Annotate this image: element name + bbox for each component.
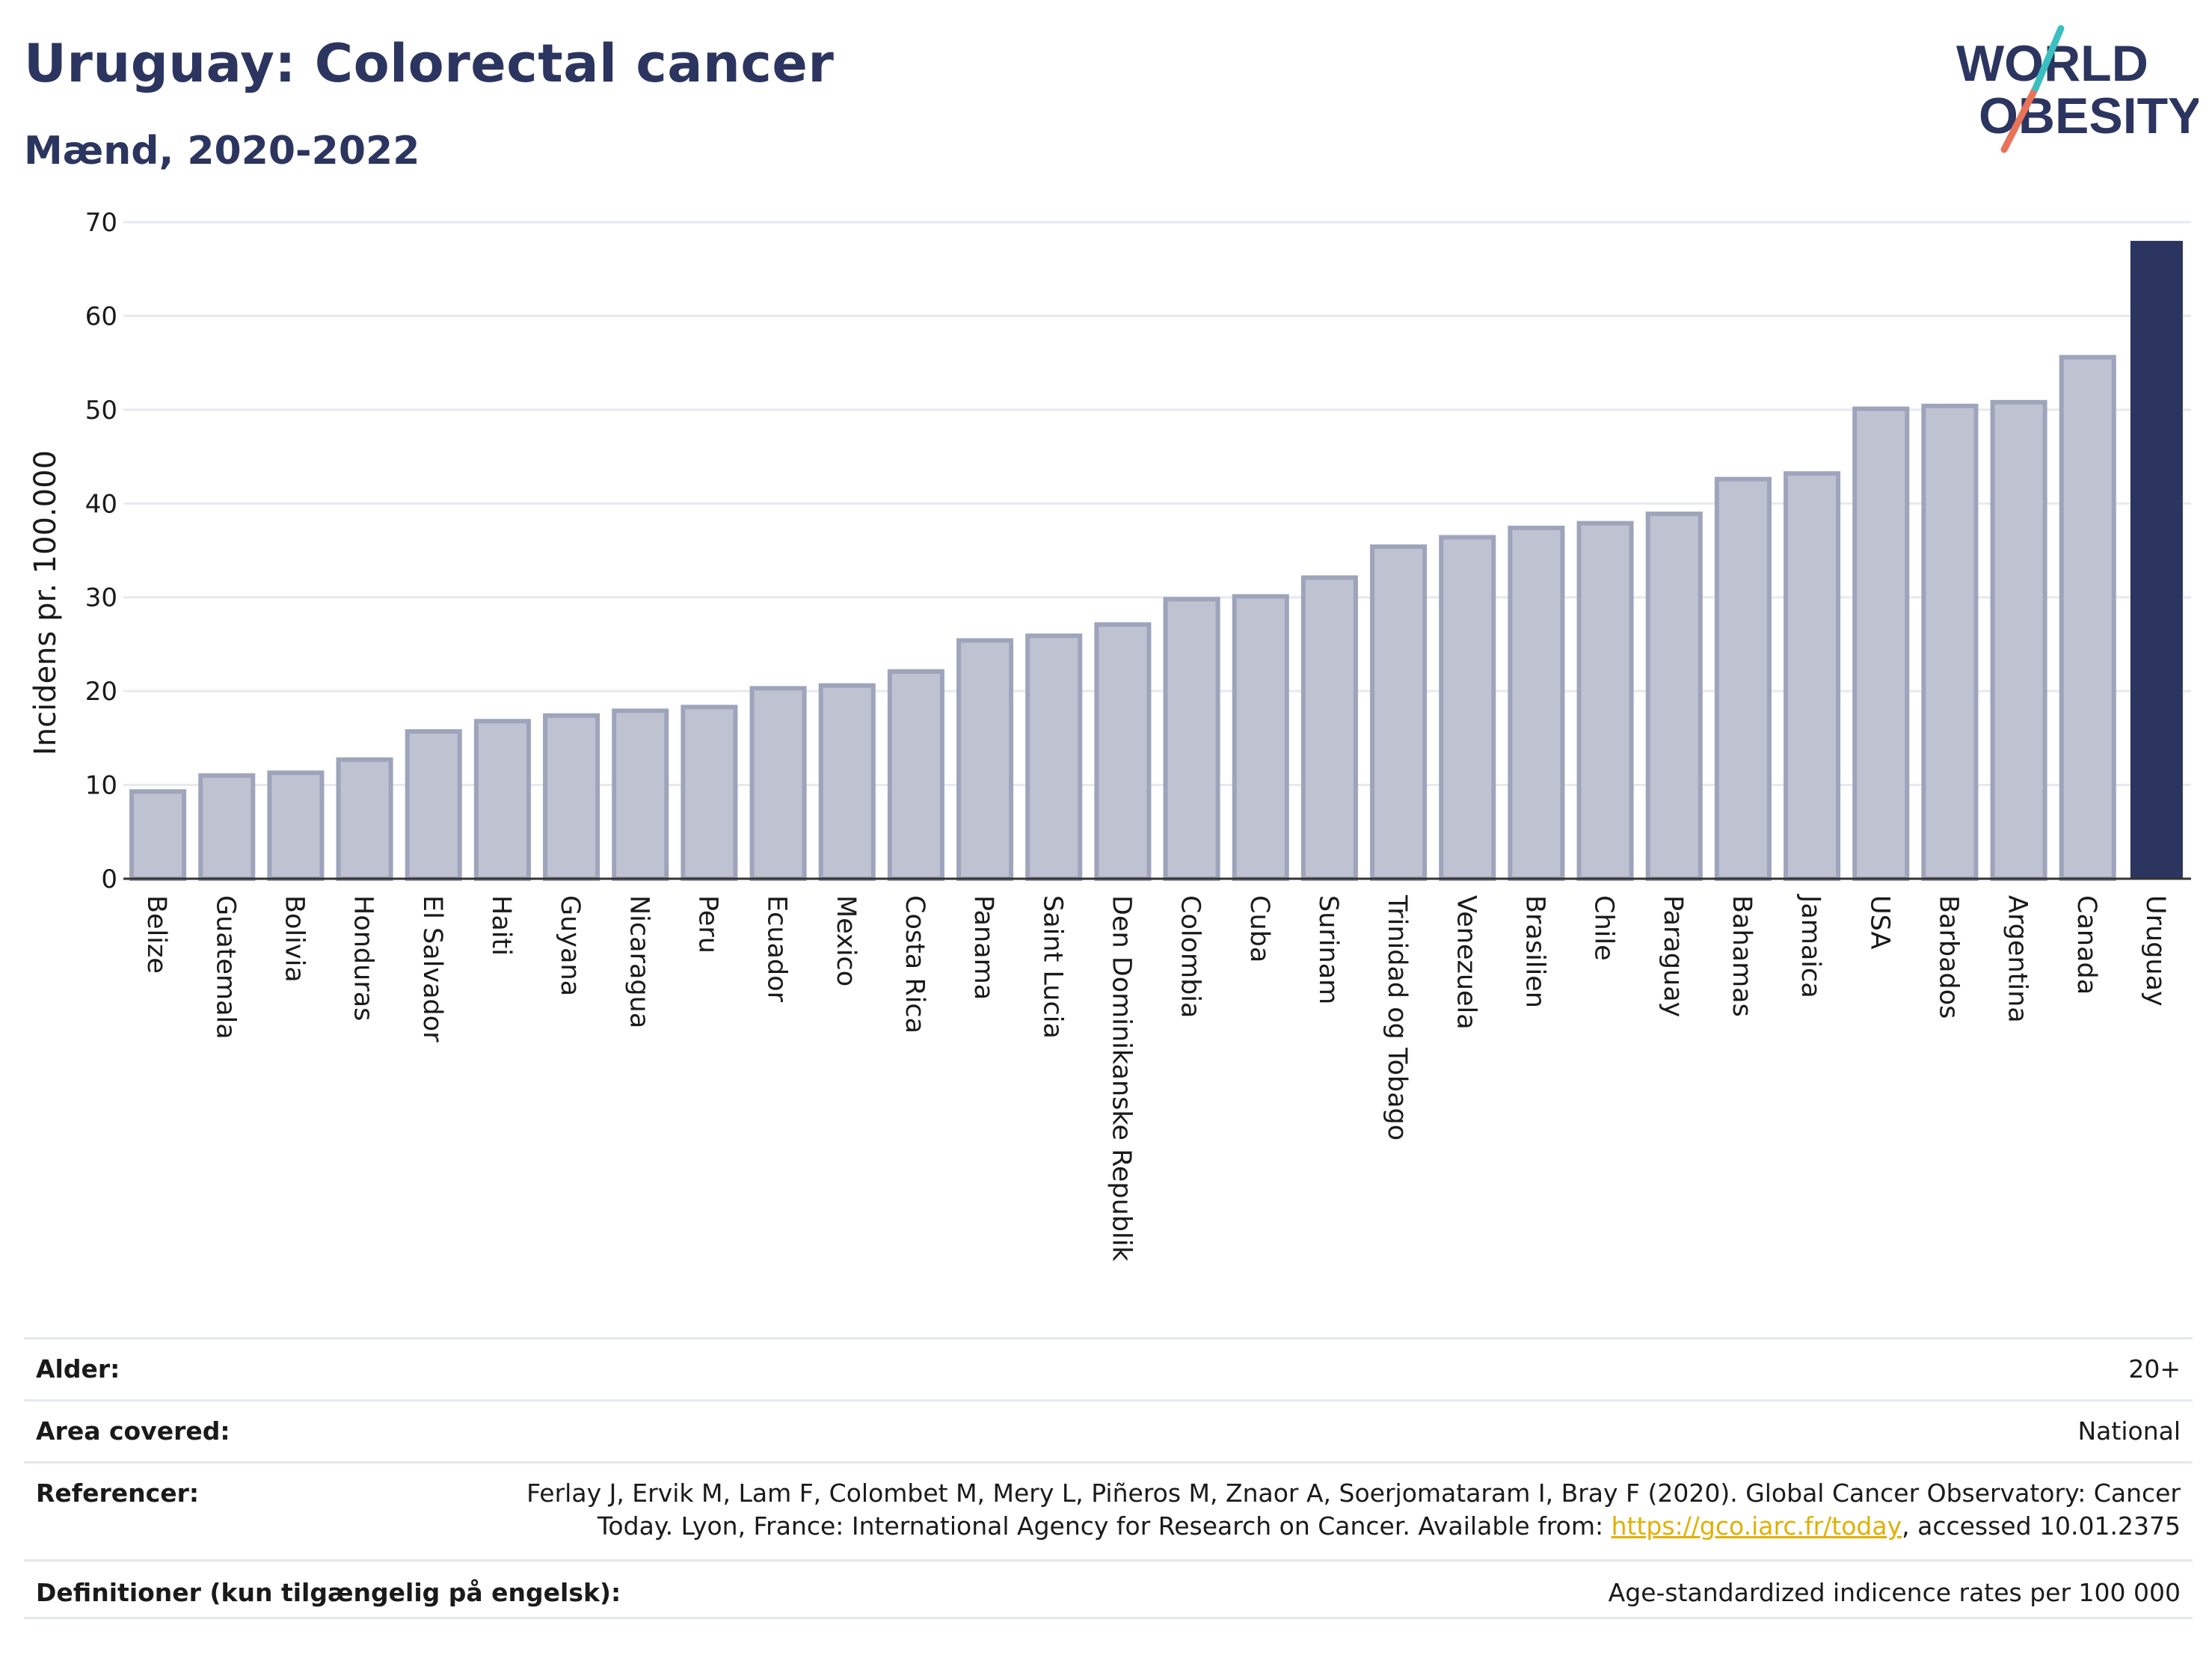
x-tick-label: Venezuela bbox=[1451, 895, 1481, 1030]
info-label-age: Alder: bbox=[36, 1354, 120, 1384]
bar bbox=[473, 719, 531, 882]
x-tick-label: Panama bbox=[968, 895, 998, 1000]
x-tick-label: USA bbox=[1864, 895, 1894, 949]
info-row-references: Referencer: Ferlay J, Ervik M, Lam F, Co… bbox=[24, 1461, 2193, 1559]
bar bbox=[1094, 622, 1152, 881]
bar bbox=[749, 686, 807, 881]
y-tick-label: 50 bbox=[85, 396, 117, 426]
bar bbox=[612, 708, 669, 881]
bar bbox=[681, 704, 738, 881]
info-table: Alder: 20+ Area covered: National Refere… bbox=[24, 1337, 2193, 1620]
info-value-references: Ferlay J, Ervik M, Lam F, Colombet M, Me… bbox=[526, 1477, 2181, 1543]
world-obesity-logo: WORLD OBESITY bbox=[1956, 25, 2199, 153]
x-tick-label: Bolivia bbox=[279, 895, 309, 983]
info-value-area: National bbox=[2077, 1416, 2181, 1446]
bar bbox=[1645, 512, 1703, 882]
y-tick-label: 20 bbox=[85, 677, 117, 707]
x-tick-label: Mexico bbox=[831, 895, 861, 986]
bar bbox=[129, 789, 187, 882]
bar bbox=[543, 713, 600, 881]
x-tick-label: Surinam bbox=[1313, 895, 1343, 1004]
x-tick-label: Chile bbox=[1589, 895, 1619, 961]
x-tick-label: Ecuador bbox=[762, 895, 792, 1003]
bar bbox=[956, 638, 1014, 881]
bar bbox=[336, 757, 393, 881]
bar bbox=[1025, 633, 1083, 881]
bar-chart: 0 10 20 30 40 50 60 70 Incidens pr. 100.000 Beliz… bbox=[28, 208, 2191, 1262]
reference-line-2-text: Today. Lyon, France: International Agenc… bbox=[597, 1511, 1612, 1541]
info-value-definitions: Age-standardized indicence rates per 100… bbox=[1608, 1578, 2181, 1607]
y-axis-label: Incidens pr. 100.000 bbox=[28, 450, 63, 755]
bar bbox=[267, 770, 325, 882]
logo-slash-teal bbox=[2032, 25, 2065, 92]
y-tick-label: 10 bbox=[85, 771, 117, 801]
x-tick-label: Brasilien bbox=[1520, 895, 1549, 1008]
y-tick-label: 0 bbox=[101, 865, 117, 894]
x-tick-label: Trinidad og Tobago bbox=[1382, 894, 1412, 1140]
x-tick-label: Guyana bbox=[555, 895, 585, 996]
info-row-area: Area covered: National bbox=[24, 1399, 2193, 1461]
bar bbox=[2059, 354, 2116, 882]
bar bbox=[1714, 476, 1772, 881]
bar bbox=[1163, 597, 1220, 881]
logo-slash-coral bbox=[2000, 85, 2039, 153]
bar bbox=[1370, 544, 1428, 881]
x-tick-label: Cuba bbox=[1244, 895, 1274, 962]
x-tick-label: Jamaica bbox=[1795, 894, 1825, 998]
reference-line-2-suffix: , accessed 10.01.2375 bbox=[1902, 1511, 2181, 1541]
bar bbox=[1232, 594, 1289, 882]
x-tick-label: Saint Lucia bbox=[1037, 895, 1067, 1039]
bar bbox=[1990, 399, 2047, 881]
x-tick-label: Uruguay bbox=[2140, 895, 2170, 1007]
x-tick-label: Guatemala bbox=[210, 895, 240, 1040]
bar bbox=[1852, 406, 1910, 881]
x-tick-label: Nicaragua bbox=[624, 895, 654, 1028]
info-row-definitions: Definitioner (kun tilgængelig på engelsk… bbox=[24, 1559, 2193, 1620]
x-tick-label: Bahamas bbox=[1727, 895, 1757, 1017]
info-label-definitions: Definitioner (kun tilgængelig på engelsk… bbox=[36, 1578, 621, 1607]
y-tick-label: 40 bbox=[85, 489, 117, 519]
x-tick-label: Honduras bbox=[348, 895, 378, 1021]
info-table-bottom-border bbox=[24, 1617, 2193, 1619]
bar bbox=[1784, 471, 1841, 881]
reference-line-1: Ferlay J, Ervik M, Lam F, Colombet M, Me… bbox=[526, 1479, 2181, 1508]
x-tick-label: Costa Rica bbox=[900, 895, 930, 1034]
info-row-age: Alder: 20+ bbox=[24, 1337, 2193, 1399]
x-tick-label: Den Dominikanske Republik bbox=[1106, 895, 1136, 1262]
y-tick-label: 70 bbox=[85, 208, 117, 238]
x-tick-label: Belize bbox=[141, 895, 171, 974]
x-tick-label: Barbados bbox=[1933, 895, 1963, 1019]
x-tick-label: Paraguay bbox=[1658, 895, 1688, 1017]
info-label-area: Area covered: bbox=[36, 1416, 230, 1446]
page-title: Uruguay: Colorectal cancer bbox=[24, 33, 835, 94]
y-tick-label: 30 bbox=[85, 583, 117, 613]
bar bbox=[1921, 403, 1979, 881]
bar bbox=[1300, 575, 1358, 881]
info-value-age: 20+ bbox=[2128, 1354, 2181, 1384]
bar bbox=[1576, 521, 1634, 882]
x-tick-label: Canada bbox=[2071, 895, 2101, 995]
reference-link[interactable]: https://gco.iarc.fr/today bbox=[1611, 1511, 1902, 1541]
x-tick-label: Colombia bbox=[1176, 895, 1205, 1018]
x-tick-label: El Salvador bbox=[417, 895, 447, 1043]
info-label-references: Referencer: bbox=[36, 1479, 200, 1508]
page-subtitle: Mænd, 2020-2022 bbox=[24, 129, 420, 174]
x-tick-label: Peru bbox=[692, 895, 722, 954]
bar bbox=[1508, 525, 1565, 881]
bar bbox=[405, 729, 462, 881]
bar bbox=[887, 669, 944, 881]
bar bbox=[818, 683, 876, 881]
y-tick-label: 60 bbox=[85, 301, 117, 331]
x-tick-label: Argentina bbox=[2003, 895, 2033, 1023]
x-tick-label: Haiti bbox=[486, 895, 516, 956]
reference-line-2: Today. Lyon, France: International Agenc… bbox=[526, 1510, 2181, 1543]
bar bbox=[198, 773, 256, 881]
bar bbox=[1439, 535, 1496, 881]
bar bbox=[2130, 241, 2183, 879]
